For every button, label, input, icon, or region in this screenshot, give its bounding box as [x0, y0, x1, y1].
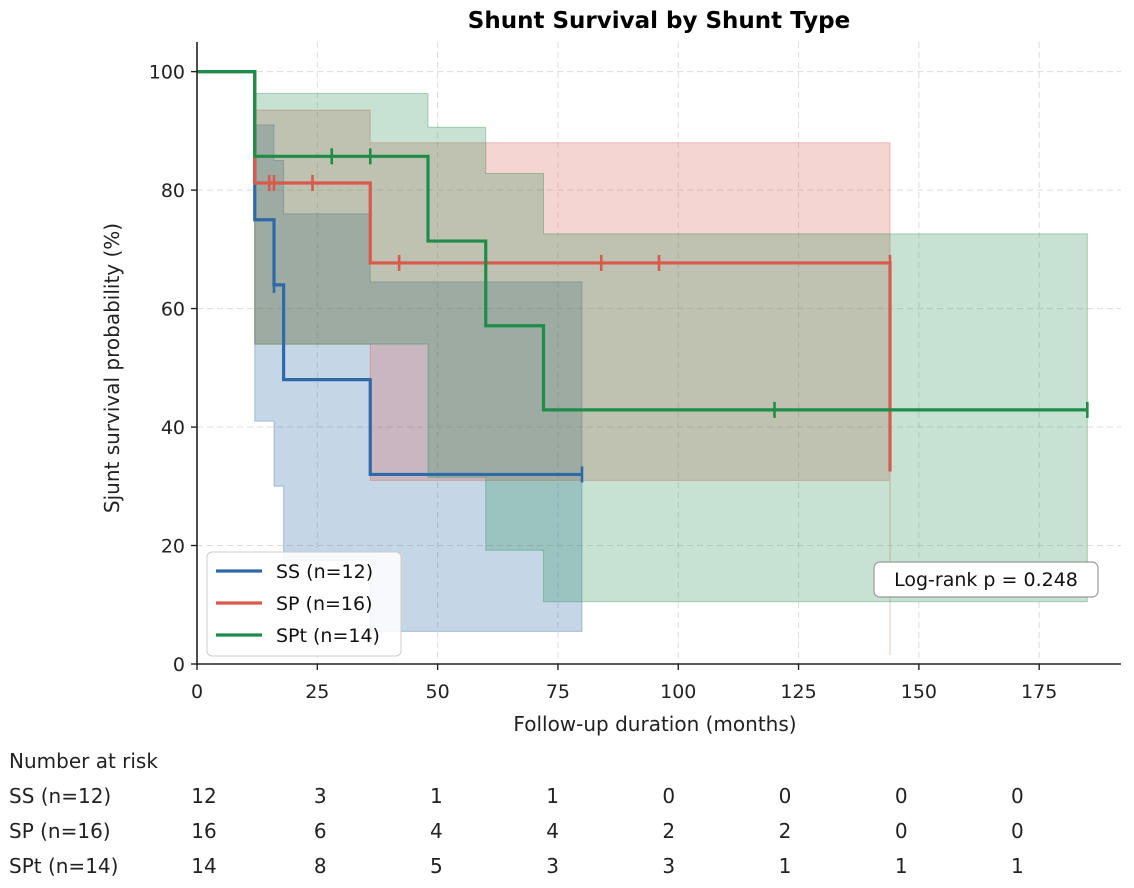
risk-row-label: SPt (n=14): [9, 854, 118, 878]
risk-cell: 0: [1011, 819, 1024, 843]
logrank-text: Log-rank p = 0.248: [894, 569, 1078, 591]
logrank-annotation: Log-rank p = 0.248: [873, 561, 1099, 598]
risk-cell: 0: [662, 784, 675, 808]
risk-cell: 4: [430, 819, 443, 843]
grid: [197, 42, 1121, 664]
risk-cell: 0: [779, 784, 792, 808]
x-tick-label: 175: [1021, 681, 1057, 703]
risk-row-label: SP (n=16): [9, 819, 111, 843]
risk-cell: 1: [895, 854, 908, 878]
risk-cell: 16: [191, 819, 216, 843]
risk-cell: 1: [779, 854, 792, 878]
risk-cell: 6: [314, 819, 327, 843]
risk-cell: 14: [191, 854, 216, 878]
risk-cell: 4: [546, 819, 559, 843]
x-tick-label: 100: [660, 681, 696, 703]
axes: 0 25 50 75 100 125 150 175 0 20 40 60 80 100: [149, 42, 1121, 703]
x-tick-label: 75: [546, 681, 570, 703]
y-tick-label: 0: [173, 654, 185, 676]
risk-cell: 1: [1011, 854, 1024, 878]
risk-cell: 8: [314, 854, 327, 878]
risk-cell: 5: [430, 854, 443, 878]
x-tick-label: 0: [191, 681, 203, 703]
risk-cell: 0: [895, 784, 908, 808]
risk-cell: 2: [779, 819, 792, 843]
risk-row-label: SS (n=12): [9, 784, 111, 808]
legend-label-spt-n-14: SPt (n=14): [276, 625, 380, 647]
y-tick-label: 80: [161, 180, 185, 202]
legend-label-sp-n-16: SP (n=16): [276, 593, 373, 615]
x-tick-label: 125: [780, 681, 816, 703]
legend: SS (n=12) SP (n=16) SPt (n=14): [206, 551, 402, 657]
x-tick-label: 50: [426, 681, 450, 703]
x-tick-label: 150: [901, 681, 937, 703]
chart-title: Shunt Survival by Shunt Type: [468, 8, 850, 34]
risk-cell: 3: [546, 854, 559, 878]
legend-label-ss-n-12: SS (n=12): [276, 561, 373, 583]
km-curve-spt-n-14: [197, 70, 1088, 412]
logrank-box: [873, 561, 1099, 598]
risk-cell: 0: [895, 819, 908, 843]
y-tick-label: 100: [149, 62, 185, 84]
risk-table-title: Number at risk: [9, 749, 158, 773]
y-tick-label: 40: [161, 417, 185, 439]
legend-box: [206, 551, 402, 657]
risk-cell: 3: [314, 784, 327, 808]
risk-cell: 0: [1011, 784, 1024, 808]
y-tick-label: 20: [161, 536, 185, 558]
y-axis-label: Sjunt survival probability (%): [100, 223, 124, 513]
survival-curves: [197, 70, 1089, 483]
risk-cell: 2: [662, 819, 675, 843]
y-tick-label: 60: [161, 299, 185, 321]
risk-cell: 1: [546, 784, 559, 808]
risk-cell: 12: [191, 784, 216, 808]
x-axis-label: Follow-up duration (months): [513, 712, 796, 736]
risk-cell: 1: [430, 784, 443, 808]
ci-band-ss-n-12: [254, 124, 583, 632]
risk-cell: 3: [662, 854, 675, 878]
x-tick-label: 25: [305, 681, 329, 703]
